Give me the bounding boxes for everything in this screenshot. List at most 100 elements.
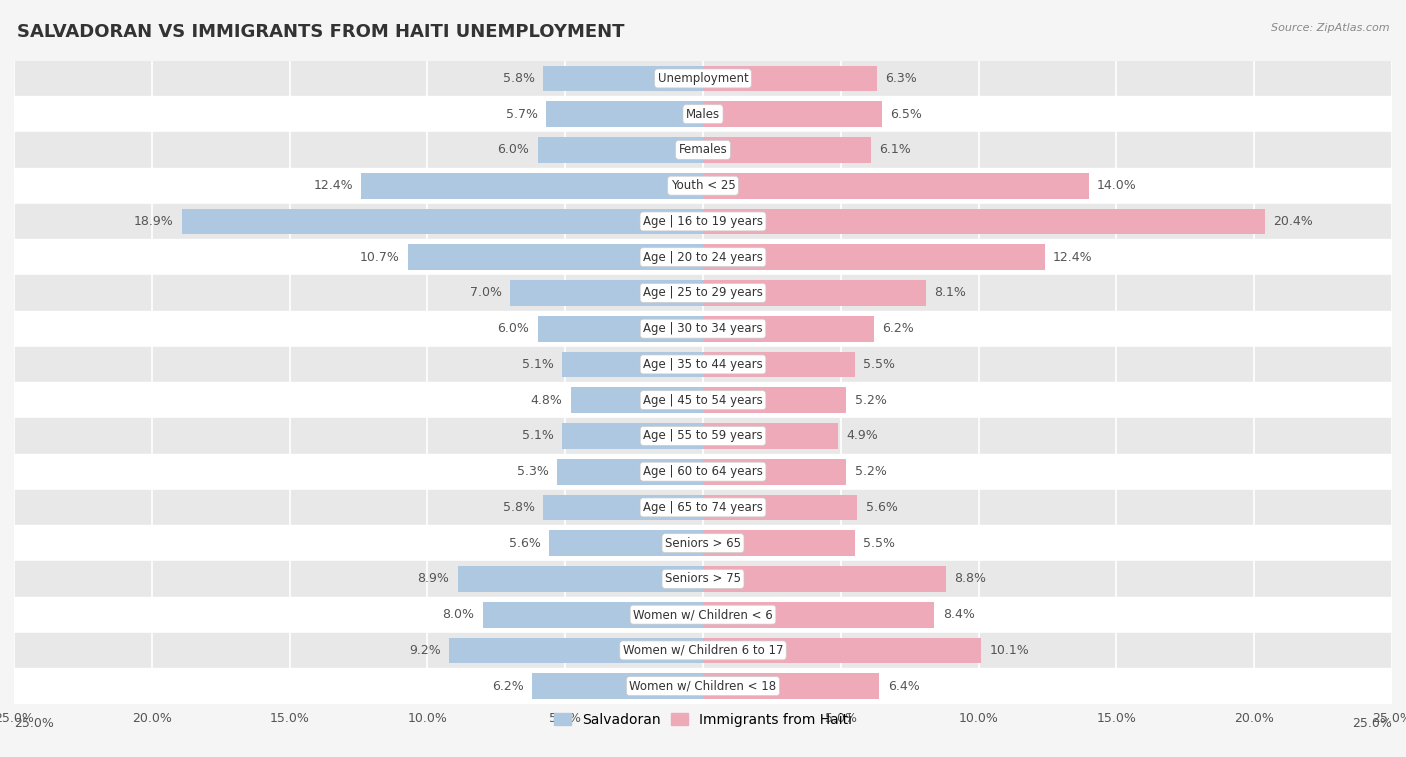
Text: Women w/ Children < 6: Women w/ Children < 6 (633, 608, 773, 621)
Text: 5.6%: 5.6% (866, 501, 897, 514)
Bar (543, 66, 703, 92)
Bar (703, 101, 882, 127)
Bar (562, 351, 703, 377)
Text: 25.0%: 25.0% (14, 717, 53, 730)
Text: 6.3%: 6.3% (884, 72, 917, 85)
Bar (703, 673, 879, 699)
Text: 20.4%: 20.4% (1274, 215, 1313, 228)
Text: Seniors > 65: Seniors > 65 (665, 537, 741, 550)
Bar (703, 423, 838, 449)
Bar (361, 173, 703, 198)
Bar (562, 423, 703, 449)
Text: Source: ZipAtlas.com: Source: ZipAtlas.com (1271, 23, 1389, 33)
Text: Age | 45 to 54 years: Age | 45 to 54 years (643, 394, 763, 407)
Text: 5.1%: 5.1% (522, 429, 554, 442)
Text: 12.4%: 12.4% (1053, 251, 1092, 263)
Text: 10.1%: 10.1% (990, 644, 1029, 657)
Text: 14.0%: 14.0% (1097, 179, 1137, 192)
Text: Unemployment: Unemployment (658, 72, 748, 85)
Text: Age | 65 to 74 years: Age | 65 to 74 years (643, 501, 763, 514)
Bar (408, 245, 703, 270)
Text: 6.4%: 6.4% (887, 680, 920, 693)
Text: 5.2%: 5.2% (855, 465, 886, 478)
Text: 10.7%: 10.7% (360, 251, 399, 263)
Text: SALVADORAN VS IMMIGRANTS FROM HAITI UNEMPLOYMENT: SALVADORAN VS IMMIGRANTS FROM HAITI UNEM… (17, 23, 624, 41)
Bar (14, 490, 1392, 525)
Bar (537, 137, 703, 163)
Text: 6.0%: 6.0% (498, 322, 530, 335)
Text: 18.9%: 18.9% (134, 215, 174, 228)
Text: 6.1%: 6.1% (879, 143, 911, 157)
Bar (537, 316, 703, 341)
Text: 5.7%: 5.7% (506, 107, 537, 120)
Bar (703, 280, 927, 306)
Bar (703, 316, 875, 341)
Text: 8.9%: 8.9% (418, 572, 450, 585)
Bar (14, 382, 1392, 418)
Bar (14, 597, 1392, 633)
Bar (482, 602, 703, 628)
Text: Age | 25 to 29 years: Age | 25 to 29 years (643, 286, 763, 300)
Bar (557, 459, 703, 484)
Text: 7.0%: 7.0% (470, 286, 502, 300)
Bar (703, 351, 855, 377)
Text: 5.5%: 5.5% (863, 358, 894, 371)
Text: Women w/ Children 6 to 17: Women w/ Children 6 to 17 (623, 644, 783, 657)
Bar (703, 245, 1045, 270)
Bar (703, 208, 1265, 235)
Legend: Salvadoran, Immigrants from Haiti: Salvadoran, Immigrants from Haiti (548, 707, 858, 733)
Text: Seniors > 75: Seniors > 75 (665, 572, 741, 585)
Text: 8.8%: 8.8% (953, 572, 986, 585)
Bar (14, 168, 1392, 204)
Text: Age | 55 to 59 years: Age | 55 to 59 years (643, 429, 763, 442)
Bar (703, 566, 945, 592)
Bar (703, 637, 981, 663)
Text: 6.0%: 6.0% (498, 143, 530, 157)
Bar (14, 239, 1392, 275)
Bar (703, 531, 855, 556)
Text: Males: Males (686, 107, 720, 120)
Text: 8.4%: 8.4% (943, 608, 974, 621)
Bar (14, 311, 1392, 347)
Bar (703, 388, 846, 413)
Bar (14, 668, 1392, 704)
Text: 5.1%: 5.1% (522, 358, 554, 371)
Bar (450, 637, 703, 663)
Bar (458, 566, 703, 592)
Text: 12.4%: 12.4% (314, 179, 353, 192)
Bar (703, 66, 876, 92)
Bar (14, 347, 1392, 382)
Bar (543, 494, 703, 520)
Bar (703, 137, 872, 163)
Text: 5.8%: 5.8% (503, 501, 534, 514)
Bar (548, 531, 703, 556)
Text: Age | 20 to 24 years: Age | 20 to 24 years (643, 251, 763, 263)
Bar (571, 388, 703, 413)
Bar (510, 280, 703, 306)
Bar (14, 96, 1392, 132)
Bar (703, 602, 935, 628)
Bar (14, 204, 1392, 239)
Text: 8.1%: 8.1% (935, 286, 966, 300)
Text: 6.5%: 6.5% (890, 107, 922, 120)
Bar (546, 101, 703, 127)
Bar (14, 633, 1392, 668)
Bar (14, 418, 1392, 453)
Bar (531, 673, 703, 699)
Bar (14, 525, 1392, 561)
Text: 5.8%: 5.8% (503, 72, 534, 85)
Text: Women w/ Children < 18: Women w/ Children < 18 (630, 680, 776, 693)
Bar (703, 494, 858, 520)
Text: 5.6%: 5.6% (509, 537, 540, 550)
Bar (14, 275, 1392, 311)
Text: 25.0%: 25.0% (1353, 717, 1392, 730)
Text: 9.2%: 9.2% (409, 644, 441, 657)
Text: 6.2%: 6.2% (492, 680, 524, 693)
Text: 5.5%: 5.5% (863, 537, 894, 550)
Text: Age | 30 to 34 years: Age | 30 to 34 years (643, 322, 763, 335)
Bar (14, 132, 1392, 168)
Text: 6.2%: 6.2% (882, 322, 914, 335)
Bar (703, 459, 846, 484)
Bar (14, 453, 1392, 490)
Text: 4.9%: 4.9% (846, 429, 879, 442)
